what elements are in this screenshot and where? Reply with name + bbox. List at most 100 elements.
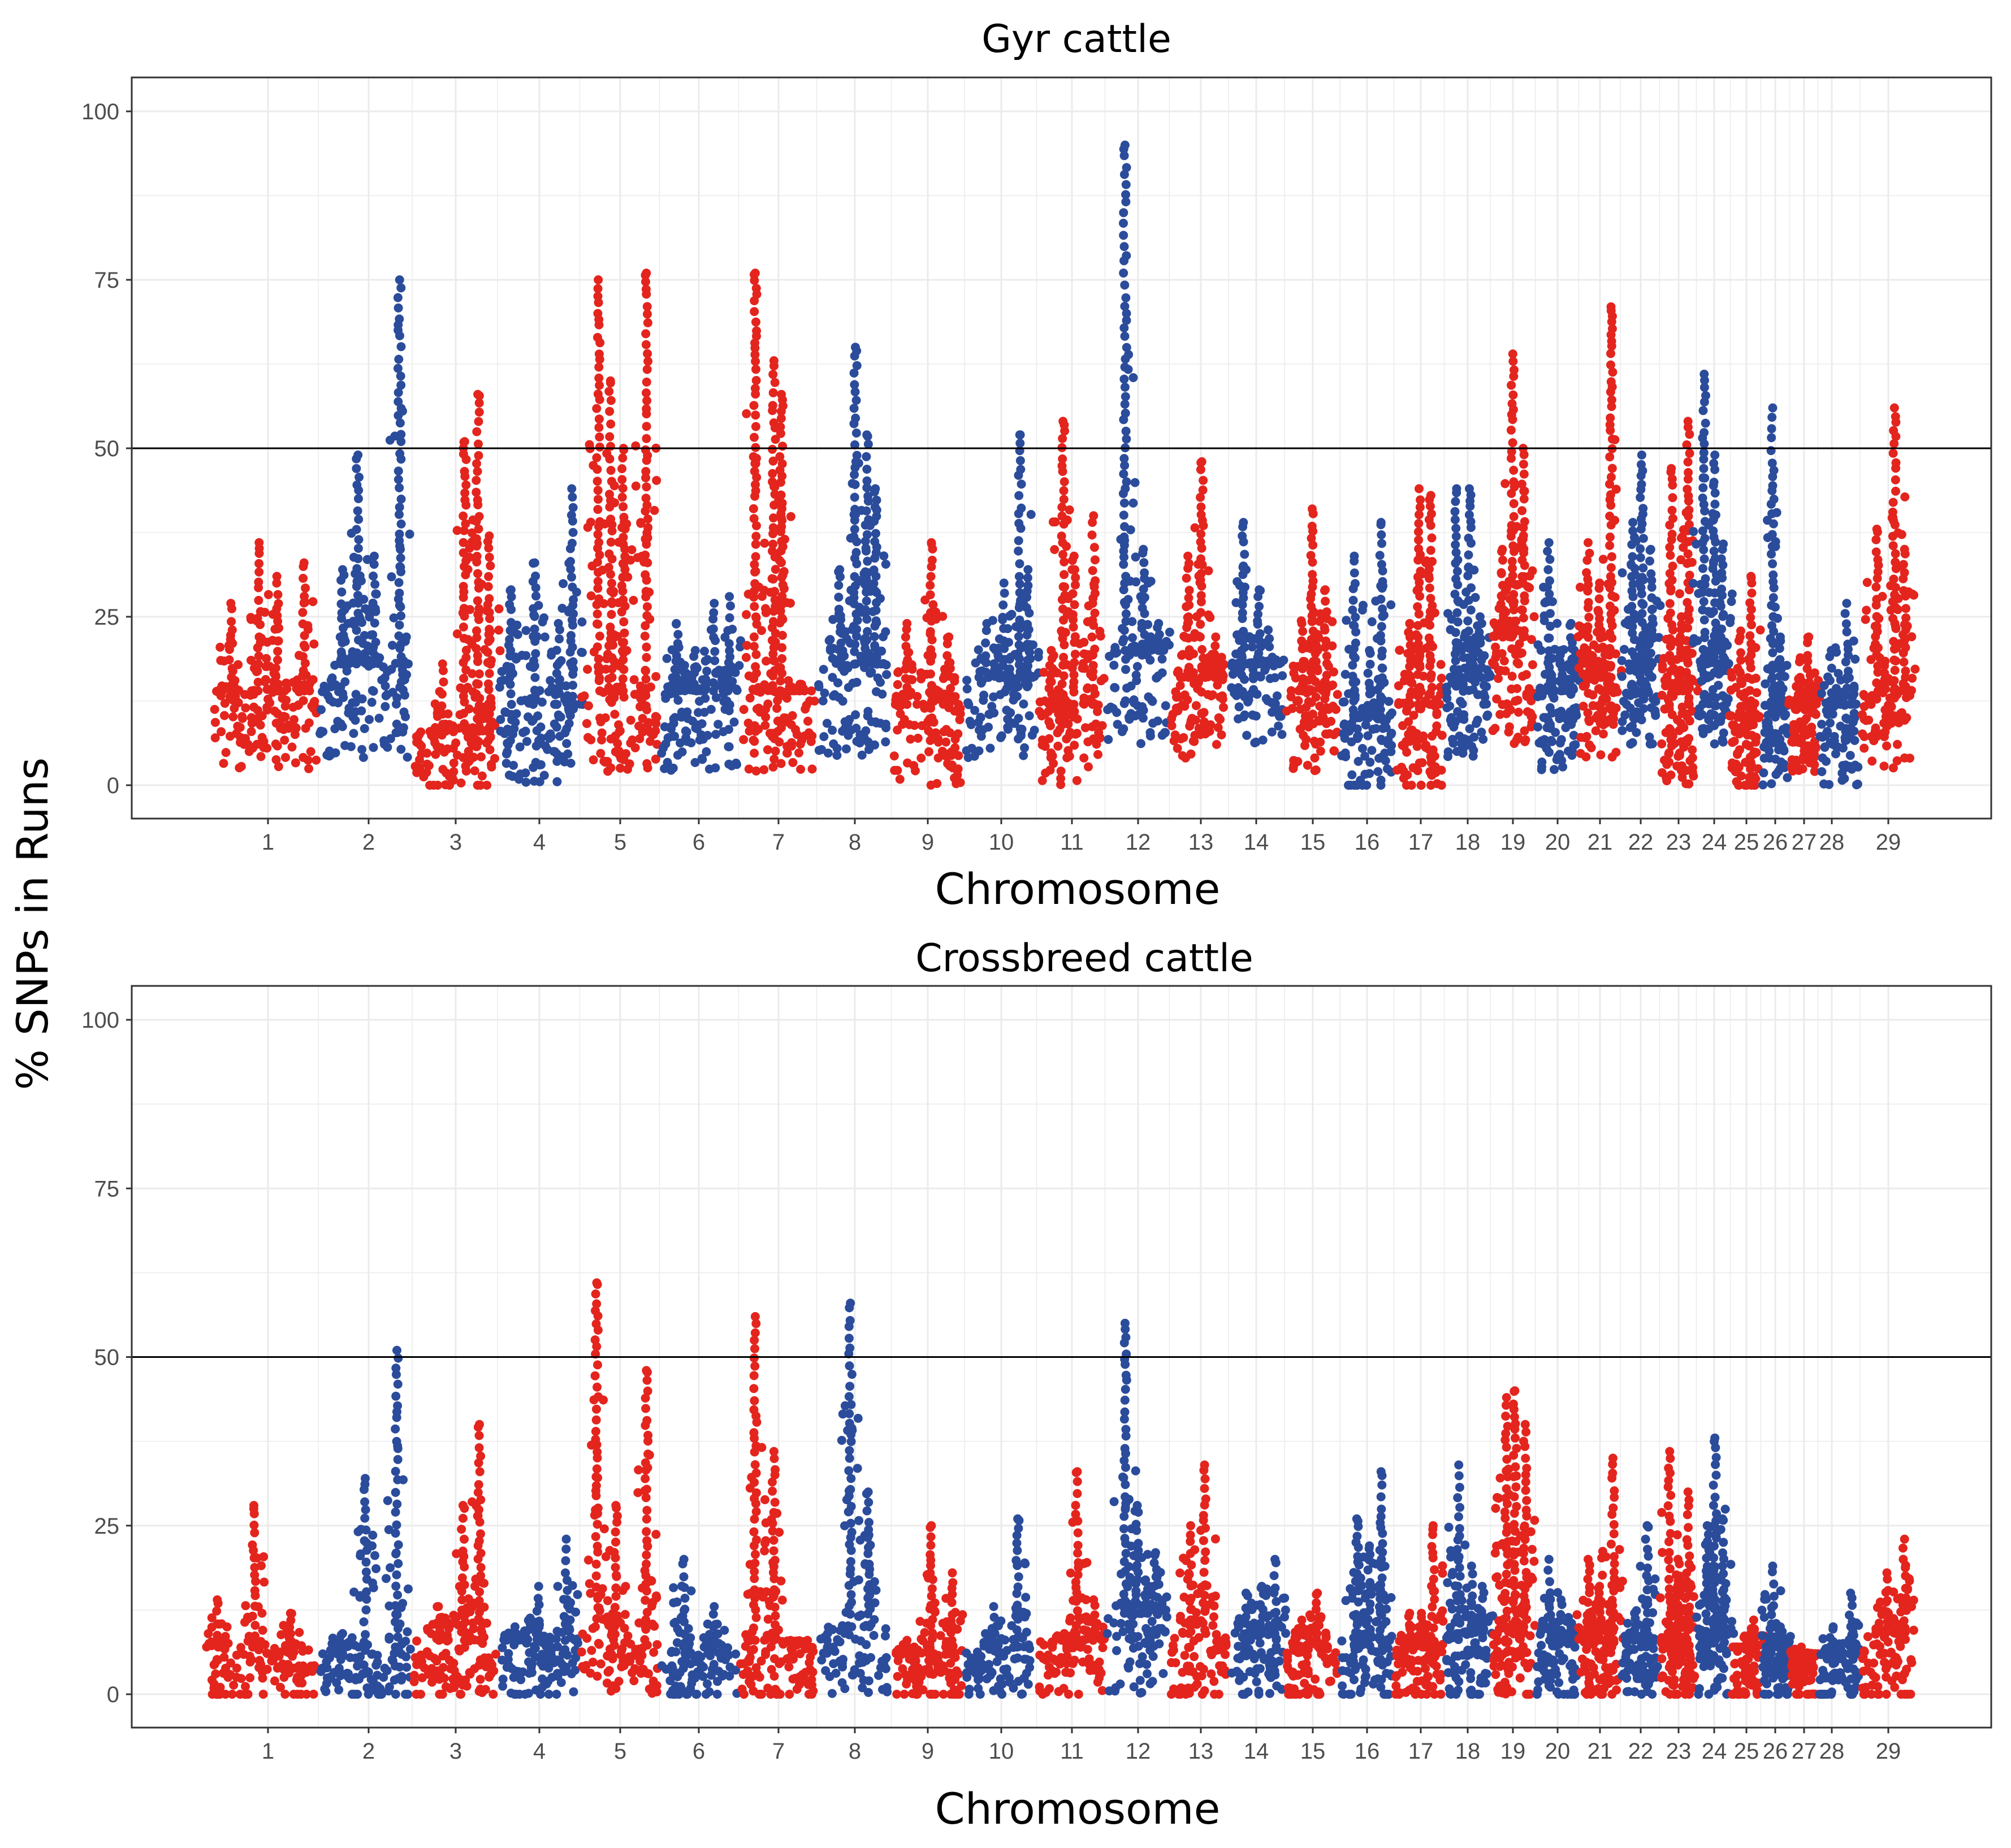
snp-point — [1104, 735, 1113, 745]
snp-point — [592, 453, 602, 462]
snp-point — [948, 695, 957, 704]
snp-point — [642, 377, 651, 387]
snp-point — [677, 712, 686, 722]
snp-point — [494, 625, 504, 635]
snp-point — [1664, 748, 1674, 758]
snp-point — [410, 761, 420, 771]
snp-point — [828, 725, 837, 735]
snp-point — [1598, 555, 1608, 564]
snp-point — [1471, 633, 1480, 642]
snp-point — [1426, 546, 1435, 555]
snp-point — [540, 632, 550, 642]
snp-point — [455, 710, 465, 720]
snp-point — [857, 750, 867, 760]
snp-point — [1118, 624, 1127, 633]
snp-point — [1089, 543, 1099, 552]
snp-point — [1173, 743, 1182, 753]
snp-point — [577, 648, 587, 657]
snp-point — [751, 662, 760, 672]
snp-point — [461, 761, 470, 771]
snp-point — [617, 475, 627, 484]
snp-point — [901, 632, 910, 642]
snp-point — [1184, 586, 1194, 595]
snp-point — [595, 432, 604, 442]
snp-peak-point — [606, 376, 615, 386]
snp-point — [1377, 530, 1386, 539]
snp-point — [643, 309, 652, 319]
snp-point — [564, 607, 573, 617]
snp-point — [227, 625, 237, 635]
snp-peak-point — [1239, 518, 1248, 527]
snp-point — [456, 683, 465, 693]
snp-point — [1338, 697, 1348, 707]
snp-point — [605, 432, 615, 442]
snp-point — [555, 634, 564, 644]
snp-point — [336, 682, 345, 692]
snp-point — [801, 704, 810, 714]
snp-peak-point — [1089, 511, 1099, 521]
snp-point — [1571, 740, 1580, 750]
snp-point — [1119, 218, 1128, 228]
snp-point — [1255, 601, 1264, 611]
snp-point — [483, 679, 493, 689]
snp-point — [1175, 681, 1185, 690]
snp-point — [1249, 685, 1259, 694]
snp-point — [419, 772, 429, 782]
snp-point — [1570, 708, 1580, 718]
snp-point — [755, 707, 765, 717]
snp-point — [635, 734, 645, 743]
snp-point — [347, 529, 356, 538]
snp-point — [1058, 454, 1067, 464]
snp-point — [725, 652, 735, 661]
snp-point — [916, 754, 926, 763]
snp-peak-point — [1646, 544, 1655, 554]
snp-point — [1591, 726, 1601, 735]
snp-point — [1513, 707, 1523, 717]
snp-point — [1751, 733, 1761, 742]
snp-point — [306, 747, 315, 756]
snp-point — [742, 610, 751, 620]
snp-point — [1733, 748, 1742, 758]
snp-point — [1637, 479, 1646, 489]
snp-point — [263, 590, 273, 599]
snp-point — [539, 613, 549, 622]
snp-point — [711, 681, 720, 691]
snp-point — [1019, 699, 1028, 709]
snp-point — [1595, 701, 1605, 711]
snp-point — [474, 417, 483, 426]
snp-point — [1023, 620, 1032, 629]
snp-point — [750, 560, 759, 569]
snp-point — [552, 777, 562, 786]
snp-point — [563, 691, 572, 700]
snp-point — [1657, 739, 1667, 748]
snp-point — [507, 715, 517, 725]
snp-point — [698, 755, 707, 764]
snp-point — [274, 599, 283, 608]
snp-point — [1509, 477, 1519, 487]
snp-point — [388, 640, 397, 650]
snp-point — [482, 606, 491, 616]
snp-point — [1660, 676, 1670, 685]
snp-point — [1070, 565, 1079, 574]
snp-point — [495, 646, 505, 656]
snp-point — [1564, 674, 1573, 684]
snp-point — [415, 739, 425, 749]
snp-point — [1584, 598, 1593, 607]
snp-point — [468, 669, 477, 678]
snp-point — [751, 539, 760, 549]
snp-point — [1451, 497, 1460, 507]
snp-point — [605, 454, 615, 464]
snp-point — [1704, 520, 1714, 530]
snp-point — [1537, 762, 1546, 772]
snp-point — [568, 681, 578, 690]
snp-point — [682, 707, 692, 717]
snp-point — [474, 439, 483, 449]
snp-peak-point — [725, 592, 734, 601]
snp-point — [449, 776, 458, 785]
snp-point — [1178, 650, 1187, 659]
snp-point — [441, 726, 451, 736]
snp-point — [391, 659, 400, 668]
snp-point — [1122, 163, 1131, 172]
snp-point — [1196, 510, 1206, 520]
snp-point — [360, 649, 370, 658]
